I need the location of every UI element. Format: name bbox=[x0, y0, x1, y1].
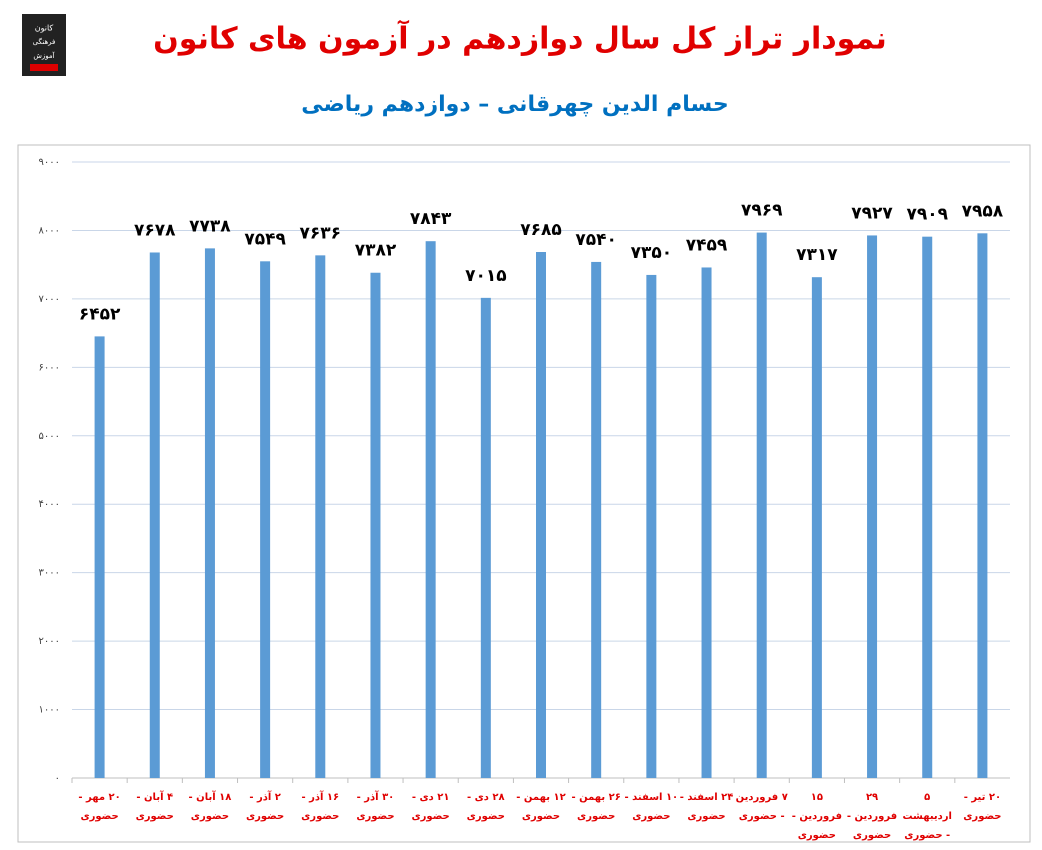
x-tick-label: ۲۴ اسفند - حضوری bbox=[679, 792, 734, 822]
data-label: ۷۹۵۸ bbox=[962, 201, 1004, 221]
bar bbox=[94, 336, 105, 778]
x-tick-label: ۱۰ اسفند - حضوری bbox=[624, 792, 679, 822]
x-tick-label: ۱۸ آبان - حضوری bbox=[188, 792, 232, 822]
data-label: ۷۳۵۰ bbox=[631, 243, 673, 263]
bar bbox=[922, 236, 933, 779]
logo-text: آموزش bbox=[33, 51, 55, 60]
y-tick-label: ۴۰۰۰ bbox=[39, 499, 60, 510]
chart-title: نمودار تراز کل سال دوازدهم در آزمون های … bbox=[153, 20, 887, 57]
x-tick-label: ۲۰ مهر - حضوری bbox=[78, 792, 121, 822]
x-tick-label: ۲۹ فروردین - حضوری bbox=[846, 792, 898, 841]
y-tick-label: ۳۰۰۰ bbox=[39, 568, 60, 579]
x-tick-label: ۴ آبان - حضوری bbox=[135, 792, 174, 822]
logo-text: کانون bbox=[35, 24, 54, 33]
bar bbox=[811, 277, 822, 778]
x-tick-label: ۳۰ آذر - حضوری bbox=[356, 792, 395, 822]
x-tick-label: ۷ فروردین - حضوری bbox=[735, 792, 788, 822]
bar bbox=[756, 232, 767, 778]
data-label: ۷۳۱۷ bbox=[796, 245, 838, 265]
x-tick-label: ۲۱ دی - حضوری bbox=[411, 792, 450, 822]
y-tick-label: ۵۰۰۰ bbox=[39, 431, 60, 442]
logo: کانون فرهنگی آموزش bbox=[22, 14, 66, 76]
data-label: ۶۴۵۲ bbox=[79, 304, 121, 324]
chart-frame bbox=[17, 144, 1031, 843]
y-tick-label: ۷۰۰۰ bbox=[39, 294, 60, 305]
bar bbox=[425, 241, 436, 779]
bar bbox=[370, 272, 381, 778]
y-tick-label: ۱۰۰۰ bbox=[39, 705, 60, 716]
x-tick-label: ۱۶ آذر - حضوری bbox=[301, 792, 340, 822]
bar bbox=[867, 235, 878, 778]
bar bbox=[701, 267, 712, 778]
x-tick-label: ۵ اردیبهشت - حضوری bbox=[902, 792, 952, 841]
data-label: ۷۹۶۹ bbox=[741, 201, 783, 221]
data-label: ۷۰۱۵ bbox=[465, 266, 507, 286]
data-label: ۷۶۳۶ bbox=[300, 223, 342, 243]
data-label: ۷۶۷۸ bbox=[134, 220, 176, 240]
data-label: ۷۴۵۹ bbox=[686, 235, 728, 255]
logo-text: فرهنگی bbox=[33, 37, 56, 46]
logo-band bbox=[30, 64, 58, 71]
data-label: ۷۸۴۳ bbox=[410, 209, 452, 229]
chart-subtitle: حسام الدین چهرقانی – دوازدهم ریاضی bbox=[301, 92, 728, 117]
data-label: ۷۹۲۷ bbox=[851, 203, 893, 223]
data-label: ۷۷۳۸ bbox=[189, 216, 231, 236]
data-label: ۷۵۴۰ bbox=[575, 230, 617, 250]
bar bbox=[591, 261, 602, 778]
y-tick-label: ۹۰۰۰ bbox=[39, 157, 60, 168]
bar bbox=[646, 274, 657, 778]
bar bbox=[480, 297, 491, 778]
data-label: ۷۳۸۲ bbox=[355, 241, 397, 261]
x-tick-label: ۲۰ تیر - حضوری bbox=[963, 792, 1002, 822]
bar bbox=[536, 252, 546, 778]
data-label: ۷۹۰۹ bbox=[906, 205, 948, 225]
data-label: ۷۶۸۵ bbox=[520, 220, 562, 240]
y-tick-label: ۰ bbox=[55, 773, 60, 784]
y-tick-label: ۲۰۰۰ bbox=[39, 636, 60, 647]
x-tick-label: ۲۸ دی - حضوری bbox=[466, 792, 505, 822]
y-tick-label: ۸۰۰۰ bbox=[39, 225, 60, 236]
bar bbox=[315, 255, 326, 778]
data-label: ۷۵۴۹ bbox=[244, 229, 286, 249]
y-tick-label: ۶۰۰۰ bbox=[39, 362, 60, 373]
bar bbox=[204, 248, 215, 778]
x-tick-label: ۱۲ بهمن - حضوری bbox=[516, 792, 566, 822]
x-tick-label: ۲۶ بهمن - حضوری bbox=[571, 792, 621, 822]
bar bbox=[977, 233, 988, 779]
bar bbox=[260, 261, 271, 779]
bar bbox=[149, 252, 160, 779]
x-tick-label: ۱۵ فروردین - حضوری bbox=[791, 792, 842, 841]
x-tick-label: ۲ آذر - حضوری bbox=[245, 792, 285, 822]
